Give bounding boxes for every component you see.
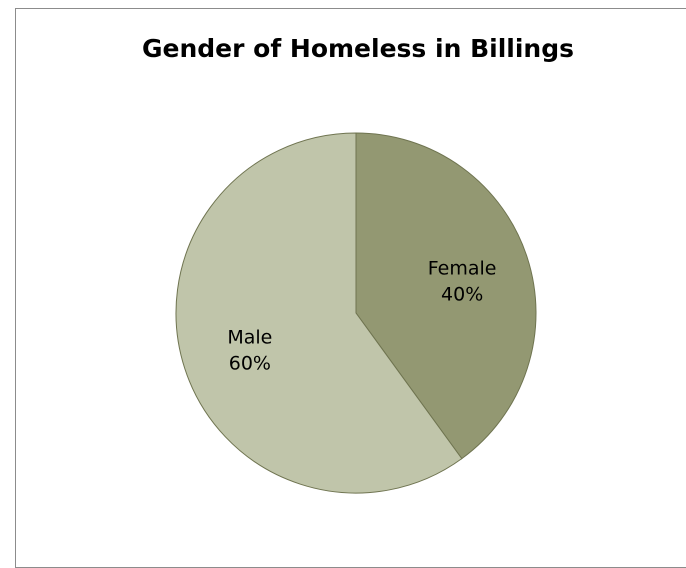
pie-slice-male (175, 132, 463, 494)
chart-title: Gender of Homeless in Billings (142, 34, 574, 63)
pie-slice-female (355, 132, 537, 460)
pie-slices (175, 132, 537, 494)
slice-value-female: 40% (441, 284, 483, 306)
slice-value-male: 60% (229, 352, 271, 374)
pie-chart: Female 40% Male 60% (175, 132, 537, 494)
slice-label-female: Female (428, 258, 497, 280)
pie-labels: Female 40% Male 60% (227, 258, 496, 375)
slice-label-male: Male (227, 326, 272, 348)
